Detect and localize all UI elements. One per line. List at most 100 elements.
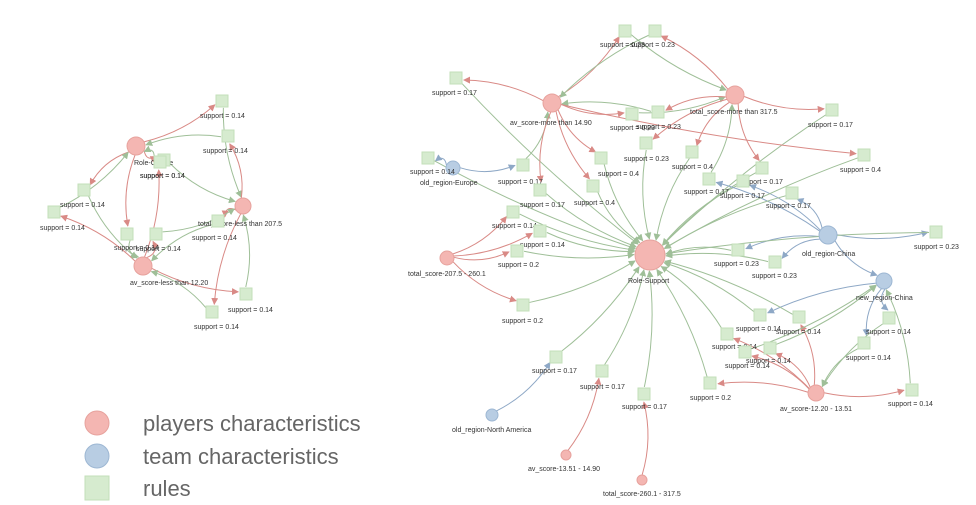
g2-node-s12[interactable] — [586, 179, 600, 193]
g1-node-r1f[interactable] — [211, 214, 225, 228]
g2-edge-oldChina-to-newChina — [834, 240, 878, 277]
g2-node-s08[interactable] — [516, 158, 530, 172]
g2-node-s25[interactable] — [516, 298, 530, 312]
g2-node-oldChina[interactable] — [818, 225, 838, 245]
g1-node-r1d[interactable] — [77, 183, 91, 197]
g2-label-s16: support = 0.17 — [766, 203, 811, 210]
legend-rule-label: rules — [143, 476, 191, 501]
g2-node-s35[interactable] — [637, 387, 651, 401]
g2-node-s30[interactable] — [792, 310, 806, 324]
g2-edge-s28-to-newChina — [775, 285, 877, 345]
g2-node-totMore[interactable] — [725, 85, 745, 105]
g2-node-s07[interactable] — [421, 151, 435, 165]
g2-edge-s15-to-totMore — [710, 103, 736, 173]
g1-node-r1b[interactable] — [221, 129, 235, 143]
g2-node-tot2075[interactable] — [439, 250, 455, 266]
g2-node-s32[interactable] — [738, 345, 752, 359]
g2-edge-totMore-to-s11 — [695, 101, 730, 147]
g2-label-s34: support = 0.17 — [580, 384, 625, 391]
legend-team-swatch — [84, 443, 110, 469]
g1-node-r1j[interactable] — [205, 305, 219, 319]
g1-edge-totLess-to-r1j — [211, 213, 242, 306]
g2-node-s03[interactable] — [449, 71, 463, 85]
g2-node-s11[interactable] — [685, 145, 699, 159]
g2-edge-s09-to-roleSupport — [603, 164, 644, 242]
g2-node-s10[interactable] — [639, 136, 653, 150]
g2-edge-s01-to-totMore — [630, 34, 728, 92]
g2-node-av1351[interactable] — [560, 449, 572, 461]
g1-node-r1a[interactable] — [215, 94, 229, 108]
g2-node-s20[interactable] — [533, 224, 547, 238]
g1-node-r1e[interactable] — [47, 205, 61, 219]
g2-node-s31[interactable] — [882, 311, 896, 325]
g1-edge-r1c-to-totLess — [169, 163, 236, 204]
g2-node-oldNA[interactable] — [485, 408, 499, 422]
g2-node-s34[interactable] — [595, 364, 609, 378]
g2-node-av1220[interactable] — [807, 384, 825, 402]
g2-node-s15[interactable] — [702, 172, 716, 186]
g2-node-s04[interactable] — [625, 107, 639, 121]
g1-node-r1h[interactable] — [120, 227, 134, 241]
graph2-nodes: av_score-more than 14.90 total_score-more… — [408, 24, 959, 498]
g2-edge-av1220-to-s37 — [823, 388, 905, 398]
g2-label-s28: support = 0.14 — [746, 358, 791, 365]
g2-node-s19[interactable] — [506, 205, 520, 219]
g2-label-oldChina: old_region-China — [802, 251, 855, 258]
g2-label-s21: support = 0.2 — [498, 262, 539, 269]
g2-label-s32: support = 0.14 — [725, 363, 770, 370]
g2-node-s22[interactable] — [731, 243, 745, 257]
g2-node-s13[interactable] — [755, 161, 769, 175]
g1-edge-r1i-to-totLess — [241, 214, 251, 288]
g2-label-tot2601: total_score-260.1 - 317.5 — [603, 491, 681, 498]
g2-edge-s34-to-roleSupport — [604, 269, 647, 365]
g1-label-r1a: support = 0.14 — [200, 113, 245, 120]
g2-node-s24[interactable] — [929, 225, 943, 239]
g2-node-newChina[interactable] — [875, 272, 893, 290]
g2-node-s27[interactable] — [720, 327, 734, 341]
g2-node-s29[interactable] — [857, 336, 871, 350]
g2-node-s21[interactable] — [510, 244, 524, 258]
g2-edge-avMore-to-s18 — [560, 103, 857, 157]
g2-node-s37[interactable] — [905, 383, 919, 397]
g1-node-r1g[interactable] — [149, 227, 163, 241]
g1-edge-avLess-to-r1e — [60, 214, 136, 262]
g2-node-s36[interactable] — [703, 376, 717, 390]
g2-edge-totMore-to-s06 — [743, 95, 825, 113]
g2-node-s02[interactable] — [648, 24, 662, 38]
g2-node-s33[interactable] — [549, 350, 563, 364]
g2-node-s01[interactable] — [618, 24, 632, 38]
g2-node-s18[interactable] — [857, 148, 871, 162]
g2-node-oldEurope[interactable] — [445, 160, 461, 176]
g2-node-s09[interactable] — [594, 151, 608, 165]
g2-node-s14[interactable] — [736, 174, 750, 188]
g1-node-roleOfflane[interactable] — [126, 136, 146, 156]
g2-node-s16[interactable] — [785, 186, 799, 200]
g2-edge-totMore-to-s13 — [737, 103, 760, 162]
g2-node-roleSupport[interactable] — [634, 239, 666, 271]
g1-node-r1i[interactable] — [239, 287, 253, 301]
g2-edge-s23-to-roleSupport — [665, 251, 769, 263]
g2-edge-avMore-to-s03 — [463, 76, 544, 102]
g2-edge-s05-to-avMore — [561, 99, 652, 112]
g2-edge-s37-to-newChina — [885, 289, 911, 384]
g2-label-s18: support = 0.4 — [840, 167, 881, 174]
g2-node-s26[interactable] — [753, 308, 767, 322]
g1-node-r1k[interactable] — [153, 155, 167, 169]
g2-edge-s20-to-roleSupport — [546, 232, 636, 256]
g1-node-totLess[interactable] — [234, 197, 252, 215]
g2-node-s06[interactable] — [825, 103, 839, 117]
g1-label-r1d: support = 0.14 — [60, 202, 105, 209]
g2-label-s01: support = 0.23 — [600, 42, 645, 49]
g2-node-tot2601[interactable] — [636, 474, 648, 486]
g2-node-s17[interactable] — [533, 183, 547, 197]
g2-node-s05[interactable] — [651, 105, 665, 119]
g2-edge-s25-to-roleSupport — [529, 260, 636, 303]
g1-edge-r1h-to-avLess — [128, 240, 140, 259]
g2-label-s20: support = 0.14 — [520, 242, 565, 249]
g2-label-s26: support = 0.14 — [736, 326, 781, 333]
g2-node-s23[interactable] — [768, 255, 782, 269]
g2-node-s28[interactable] — [763, 341, 777, 355]
g2-node-avMore[interactable] — [542, 93, 562, 113]
g2-edge-s33-to-roleSupport — [560, 266, 640, 353]
g1-node-avLess[interactable] — [133, 256, 153, 276]
